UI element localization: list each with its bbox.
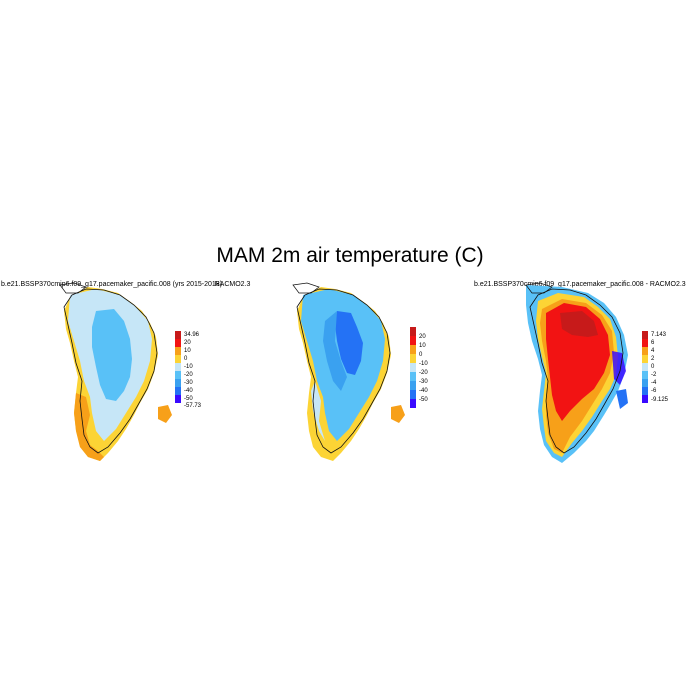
colorbar-box-2 xyxy=(642,339,648,347)
colorbar-box-7 xyxy=(175,379,181,387)
colorbar-racmo: 20 10 0 -10 -20 -30 -40 -50 xyxy=(410,327,428,408)
colorbar-label: -20 xyxy=(184,372,193,378)
orange-patch-east xyxy=(391,405,405,423)
colorbar-box-8 xyxy=(642,387,648,395)
interior-dark-blue xyxy=(335,311,363,375)
panel-title-model: b.e21.BSSP370cmip6.f09_g17.pacemaker_pac… xyxy=(1,281,223,288)
colorbar-box-8 xyxy=(410,390,416,399)
colorbar-label: 0 xyxy=(419,352,423,358)
colorbar-box-2 xyxy=(410,336,416,345)
colorbar-label: -2 xyxy=(651,372,657,378)
colorbar-box-6 xyxy=(410,372,416,381)
colorbar-label: 20 xyxy=(419,334,426,340)
colorbar-box-4 xyxy=(410,354,416,363)
colorbar-label: -9.125 xyxy=(651,397,669,403)
colorbar-box-1 xyxy=(410,327,416,336)
colorbar-box-7 xyxy=(410,381,416,390)
colorbar-box-4 xyxy=(175,355,181,363)
colorbar-label: -20 xyxy=(419,370,428,376)
colorbar-label: 34.96 xyxy=(184,332,200,338)
colorbar-label: -50 xyxy=(184,396,193,402)
colorbar-label: -6 xyxy=(651,388,657,394)
colorbar-label: 6 xyxy=(651,340,655,346)
ellesmere-coast xyxy=(525,282,553,294)
colorbar-label: -30 xyxy=(419,379,428,385)
blue-east-patch xyxy=(612,351,626,385)
greenland-map-model: 34.96 20 10 0 -10 -20 -30 -40 -50 -57.73 xyxy=(59,282,202,461)
colorbar-label: -10 xyxy=(419,361,428,367)
colorbar-box-7 xyxy=(642,379,648,387)
colorbar-label: -30 xyxy=(184,380,193,386)
colorbar-box-9 xyxy=(410,399,416,408)
interior-mid-blue xyxy=(92,309,132,401)
colorbar-label: 4 xyxy=(651,348,655,354)
colorbar-label: -57.73 xyxy=(184,403,202,409)
panel-title-difference: b.e21.BSSP370cmip6.f09_g17.pacemaker_pac… xyxy=(474,281,686,288)
colorbar-label: -40 xyxy=(184,388,193,394)
coastline xyxy=(296,288,391,454)
orange-patch xyxy=(74,393,104,461)
interior-mid-blue xyxy=(323,311,347,391)
coastline xyxy=(63,288,158,454)
orange-patch-east xyxy=(158,405,172,423)
greenland-map-racmo: 20 10 0 -10 -20 -30 -40 -50 xyxy=(292,282,428,461)
colorbar-box-2 xyxy=(175,339,181,347)
colorbar-label: -10 xyxy=(184,364,193,370)
colorbar-box-4 xyxy=(642,355,648,363)
colorbar-box-1 xyxy=(175,331,181,339)
panel-title-racmo: RACMO2.3 xyxy=(214,281,251,288)
dark-red-region xyxy=(560,311,598,337)
colorbar-difference: 7.143 6 4 2 0 -2 -4 -6 -9.125 xyxy=(642,331,669,403)
figure-title: MAM 2m air temperature (C) xyxy=(216,244,484,267)
colorbar-box-3 xyxy=(410,345,416,354)
colorbar-box-3 xyxy=(175,347,181,355)
colorbar-box-5 xyxy=(410,363,416,372)
interior-light-blue xyxy=(301,289,385,441)
colorbar-label: 10 xyxy=(419,343,426,349)
coastline xyxy=(529,288,624,454)
colorbar-label: 0 xyxy=(651,364,655,370)
colorbar-label: 10 xyxy=(184,348,191,354)
greenland-map-difference: 7.143 6 4 2 0 -2 -4 -6 -9.125 xyxy=(525,282,669,463)
colorbar-model: 34.96 20 10 0 -10 -20 -30 -40 -50 -57.73 xyxy=(175,331,202,409)
colorbar-label: 20 xyxy=(184,340,191,346)
colorbar-box-1 xyxy=(642,331,648,339)
colorbar-label: 0 xyxy=(184,356,188,362)
colorbar-box-5 xyxy=(642,363,648,371)
map-panel-racmo: RACMO2.3 20 10 0 -10 -20 -30 -40 -50 xyxy=(215,281,466,481)
colorbar-label: -50 xyxy=(419,397,428,403)
colorbar-box-9 xyxy=(642,395,648,403)
map-panel-model: b.e21.BSSP370cmip6.f09_g17.pacemaker_pac… xyxy=(0,281,233,481)
coastal-light-band xyxy=(311,381,325,441)
colorbar-box-8 xyxy=(175,387,181,395)
colorbar-label: 7.143 xyxy=(651,332,667,338)
blue-east-patch-2 xyxy=(616,389,628,409)
ellesmere-coast xyxy=(292,282,320,294)
colorbar-box-9 xyxy=(175,395,181,403)
colorbar-box-5 xyxy=(175,363,181,371)
ellesmere-coast xyxy=(59,282,87,294)
colorbar-label: -40 xyxy=(419,388,428,394)
colorbar-box-6 xyxy=(175,371,181,379)
colorbar-label: -4 xyxy=(651,380,657,386)
colorbar-box-3 xyxy=(642,347,648,355)
colorbar-box-6 xyxy=(642,371,648,379)
map-panel-difference: b.e21.BSSP370cmip6.f09_g17.pacemaker_pac… xyxy=(466,281,699,481)
colorbar-label: 2 xyxy=(651,356,655,362)
